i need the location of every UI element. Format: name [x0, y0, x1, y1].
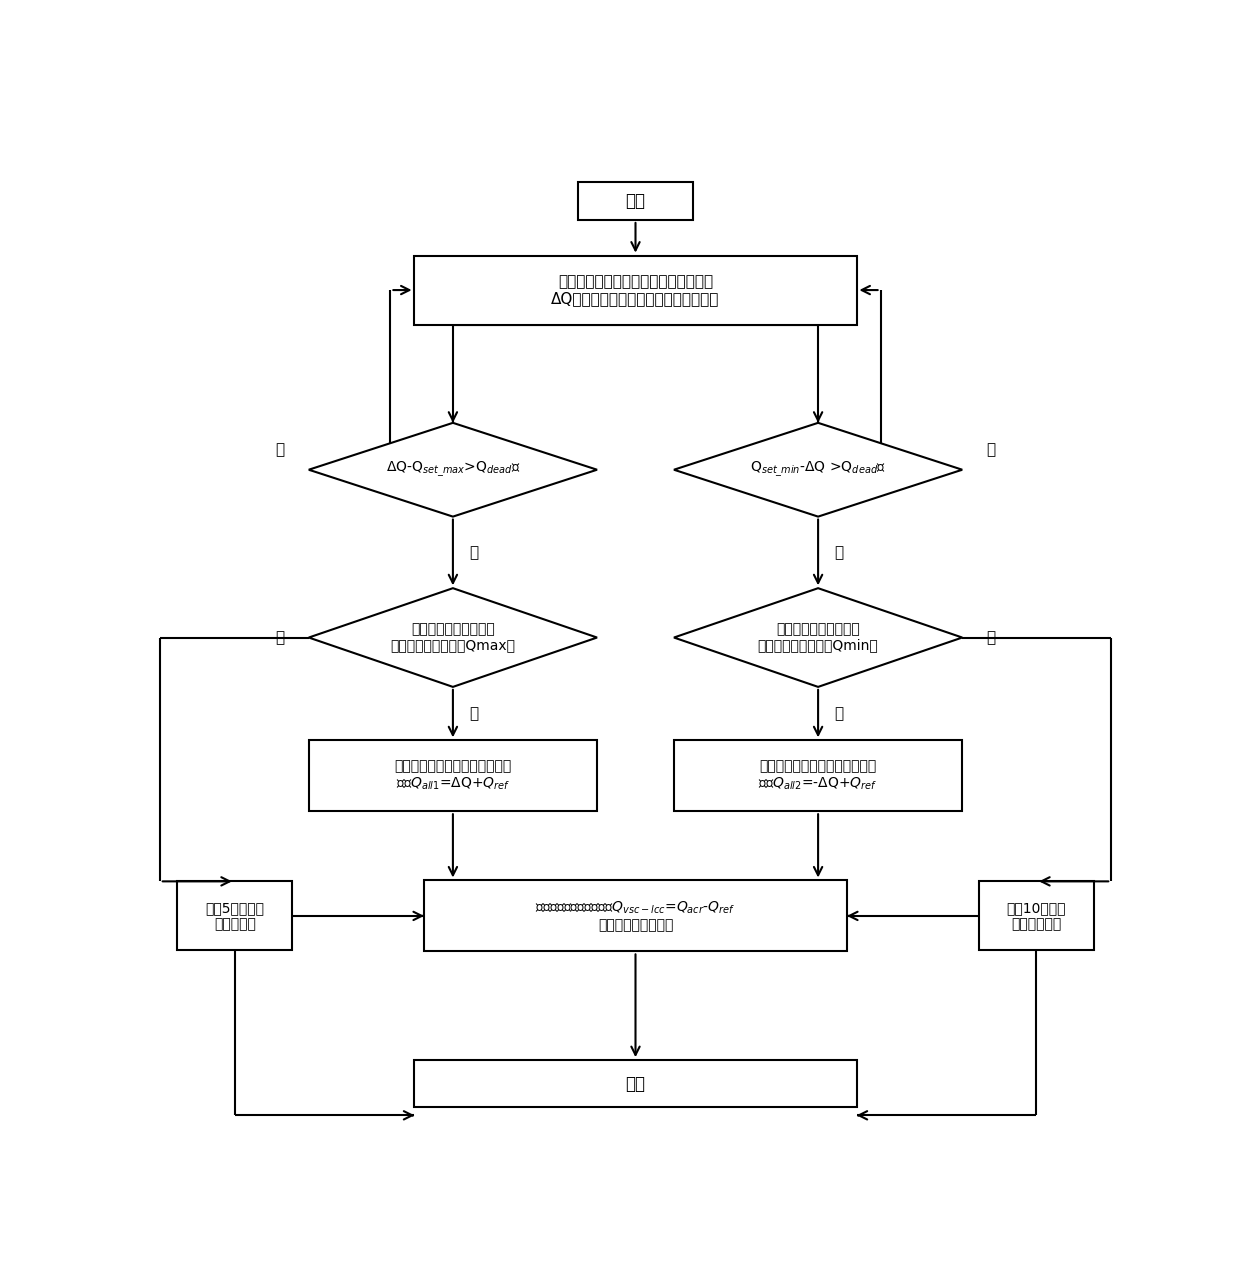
Text: 否: 否 [275, 442, 284, 458]
Polygon shape [309, 588, 596, 687]
Text: 否: 否 [470, 706, 479, 720]
Text: ΔQ-Q$_{set\_max}$>Q$_{dead}$？: ΔQ-Q$_{set\_max}$>Q$_{dead}$？ [386, 460, 520, 479]
Text: 柔性直流单元无功功率目标值设
为：$Q_{all2}$=-ΔQ+$Q_{ref}$: 柔性直流单元无功功率目标值设 为：$Q_{all2}$=-ΔQ+$Q_{ref}… [759, 759, 878, 792]
Text: 延时10秒，切
除滤波器小组: 延时10秒，切 除滤波器小组 [1007, 901, 1066, 931]
FancyBboxPatch shape [177, 881, 293, 950]
Text: Q$_{set\_min}$-ΔQ >Q$_{dead}$？: Q$_{set\_min}$-ΔQ >Q$_{dead}$？ [750, 460, 887, 479]
Text: 是: 是 [275, 629, 284, 645]
FancyBboxPatch shape [414, 1060, 857, 1108]
FancyBboxPatch shape [414, 255, 857, 324]
Text: 柔性直流单元将控制结果$Q_{vsc-lcc}$=$Q_{acr}$-$Q_{ref}$
反馈给直流站控装置: 柔性直流单元将控制结果$Q_{vsc-lcc}$=$Q_{acr}$-$Q_{r… [536, 900, 735, 932]
Text: 延时5秒，投入
滤波器小组: 延时5秒，投入 滤波器小组 [206, 901, 264, 931]
Text: 是: 是 [835, 545, 843, 560]
Text: 直流站控装置计算不平衡无功功率差额
ΔQ，并将结果传输至柔性直流单元装置: 直流站控装置计算不平衡无功功率差额 ΔQ，并将结果传输至柔性直流单元装置 [552, 274, 719, 306]
Text: 否: 否 [835, 706, 843, 720]
Polygon shape [675, 423, 962, 517]
Text: 柔性直流单元无功功率
是否达到设定上限值Qmax？: 柔性直流单元无功功率 是否达到设定上限值Qmax？ [391, 623, 516, 653]
Text: 开始: 开始 [625, 192, 646, 210]
Text: 柔性直流单元无功功率目标值设
为：$Q_{all1}$=ΔQ+$Q_{ref}$: 柔性直流单元无功功率目标值设 为：$Q_{all1}$=ΔQ+$Q_{ref}$ [394, 759, 512, 792]
Text: 是: 是 [470, 545, 479, 560]
FancyBboxPatch shape [978, 881, 1094, 950]
FancyBboxPatch shape [309, 740, 596, 812]
FancyBboxPatch shape [424, 881, 847, 951]
FancyBboxPatch shape [578, 182, 693, 221]
Text: 是: 是 [987, 629, 996, 645]
Polygon shape [309, 423, 596, 517]
Text: 柔性直流单元无功功率
是否达到设定下限值Qmin？: 柔性直流单元无功功率 是否达到设定下限值Qmin？ [758, 623, 878, 653]
Polygon shape [675, 588, 962, 687]
FancyBboxPatch shape [675, 740, 962, 812]
Text: 否: 否 [987, 442, 996, 458]
Text: 结束: 结束 [625, 1074, 646, 1092]
